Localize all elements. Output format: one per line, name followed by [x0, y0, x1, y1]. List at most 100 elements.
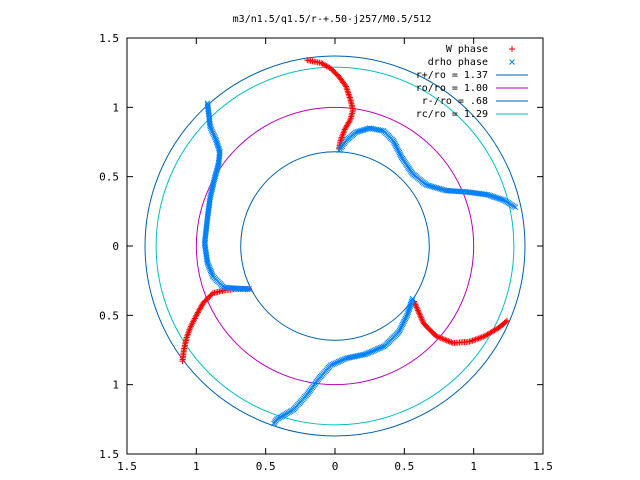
data-point: [403, 313, 410, 320]
data-point: [340, 356, 346, 363]
data-point: [341, 356, 348, 362]
data-point: [207, 123, 214, 130]
data-point: [401, 318, 407, 325]
data-point: [208, 270, 215, 277]
data-point: [412, 302, 419, 309]
y-tick-label: 0.5: [99, 309, 119, 322]
data-point: [207, 265, 213, 272]
data-point: [416, 311, 423, 318]
data-point: [212, 134, 218, 141]
legend: W phase drho phase r+/ro = 1.37 ro/ro = 1.0…: [416, 44, 528, 120]
data-point: [417, 313, 424, 320]
data-point: [334, 359, 340, 366]
data-point: [338, 357, 345, 364]
data-point: [414, 307, 421, 314]
data-point: [397, 152, 404, 159]
data-point: [512, 204, 519, 211]
data-point: [426, 183, 433, 189]
data-point: [416, 310, 423, 317]
legend-label: rc/ro = 1.29: [416, 109, 488, 120]
data-point: [213, 137, 220, 144]
data-point: [397, 326, 404, 332]
legend-marker: [509, 46, 515, 52]
legend-marker: [509, 59, 515, 65]
data-point: [204, 259, 211, 266]
data-point: [402, 315, 409, 322]
data-point: [400, 320, 407, 326]
data-point: [439, 186, 446, 193]
data-point: [368, 348, 375, 355]
data-point: [390, 137, 397, 144]
data-point: [396, 327, 403, 334]
legend-label: drho phase: [428, 57, 488, 68]
data-point: [210, 130, 216, 136]
data-point: [344, 355, 351, 361]
data-point: [214, 142, 221, 149]
legend-label: r+/ro = 1.37: [416, 70, 488, 81]
data-point: [404, 312, 410, 319]
x-tick-label: 1.5: [117, 460, 137, 473]
data-point: [398, 324, 404, 331]
data-point: [397, 151, 403, 158]
data-point: [399, 321, 406, 328]
data-point: [378, 127, 385, 134]
data-point: [423, 182, 430, 188]
data-point: [371, 347, 378, 354]
data-point: [213, 139, 220, 146]
data-point: [209, 128, 216, 135]
data-point: [382, 342, 388, 349]
data-point: [205, 261, 211, 268]
y-tick-label: 1.5: [99, 448, 119, 461]
data-point: [344, 88, 351, 95]
data-point: [367, 349, 373, 356]
data-point: [335, 358, 342, 365]
data-point: [209, 272, 216, 278]
data-point: [436, 185, 443, 192]
data-point: [211, 133, 218, 139]
data-point: [398, 323, 405, 329]
data-point: [346, 92, 353, 99]
data-point: [370, 348, 376, 354]
data-point: [428, 183, 435, 190]
data-point: [430, 183, 436, 190]
data-point: [364, 350, 370, 357]
data-point: [208, 269, 214, 275]
data-point: [503, 317, 510, 324]
data-point: [365, 350, 372, 356]
data-point: [207, 267, 214, 274]
data-point: [414, 305, 421, 312]
x-tick-label: 0.5: [256, 460, 276, 473]
x-tick-label: 0.5: [394, 460, 414, 473]
legend-label: W phase: [446, 44, 488, 55]
data-point: [214, 141, 221, 147]
data-point: [412, 301, 419, 308]
radius-circles: [144, 55, 526, 437]
chart-title: m3/n1.5/q1.5/r-+.50-j257/M0.5/512: [233, 14, 432, 25]
y-tick-label: 1.5: [99, 32, 119, 45]
data-point: [342, 125, 349, 132]
data-point: [373, 346, 379, 353]
x-tick-label: 0: [332, 460, 339, 473]
data-point: [394, 146, 401, 153]
y-tick-label: 1: [112, 101, 119, 114]
data-point: [438, 186, 444, 193]
data-point: [212, 136, 219, 143]
data-point: [415, 308, 422, 315]
data-point: [244, 286, 251, 292]
data-point: [216, 145, 222, 152]
data-point: [345, 89, 352, 96]
series-1: [201, 100, 519, 427]
data-point: [246, 286, 252, 292]
data-point: [376, 345, 382, 352]
data-point: [331, 361, 337, 367]
data-point: [393, 143, 400, 150]
x-tick-label: 1: [193, 460, 200, 473]
data-point: [205, 262, 212, 269]
legend-label: ro/ro = 1.00: [416, 83, 488, 94]
data-point: [431, 184, 438, 191]
data-point: [208, 127, 215, 133]
data-point: [210, 131, 217, 138]
circle-3: [155, 66, 515, 426]
circle-1: [195, 106, 475, 386]
series-0: [179, 57, 510, 365]
